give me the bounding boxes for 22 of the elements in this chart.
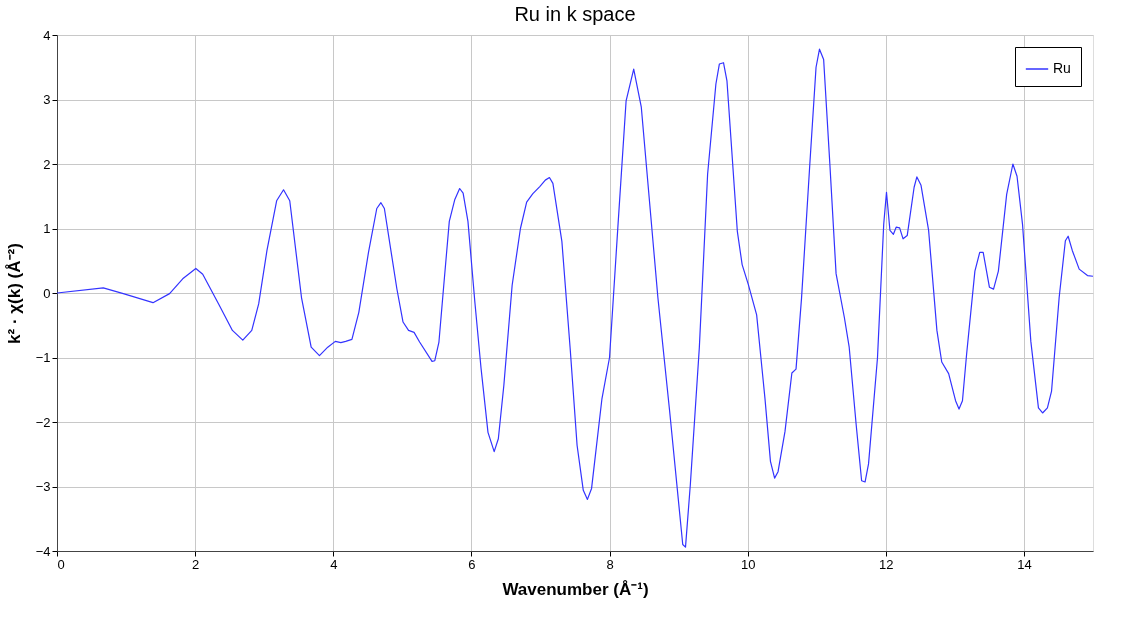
x-tick-label: 10	[740, 556, 756, 572]
y-tick-label: 4	[43, 27, 51, 43]
x-tick-label: 4	[330, 556, 338, 572]
x-tick-label: 12	[879, 556, 894, 572]
x-tick-label: 0	[57, 556, 65, 572]
chart-title: Ru in k space	[514, 3, 636, 25]
x-tick-label: 14	[1017, 556, 1032, 572]
x-axis-title: Wavenumber (Å⁻¹)	[502, 579, 649, 599]
y-tick-label: 1	[43, 221, 51, 236]
y-tick-label: −3	[35, 479, 51, 494]
y-tick-label: 2	[43, 156, 51, 172]
y-tick-label: 0	[43, 285, 51, 301]
line-series	[56, 48, 1094, 548]
y-tick-label: −4	[35, 543, 51, 559]
y-tick-label: −2	[35, 414, 51, 430]
y-tick-label: −1	[35, 350, 51, 365]
x-tick-label: 2	[192, 556, 200, 572]
y-tick-label: 3	[43, 92, 51, 107]
y-axis-title: k² · χ(k) (Å⁻²)	[4, 243, 24, 344]
x-tick-label: 8	[606, 556, 614, 572]
legend-label: Ru	[1053, 60, 1071, 76]
x-tick-label: 6	[468, 556, 476, 572]
